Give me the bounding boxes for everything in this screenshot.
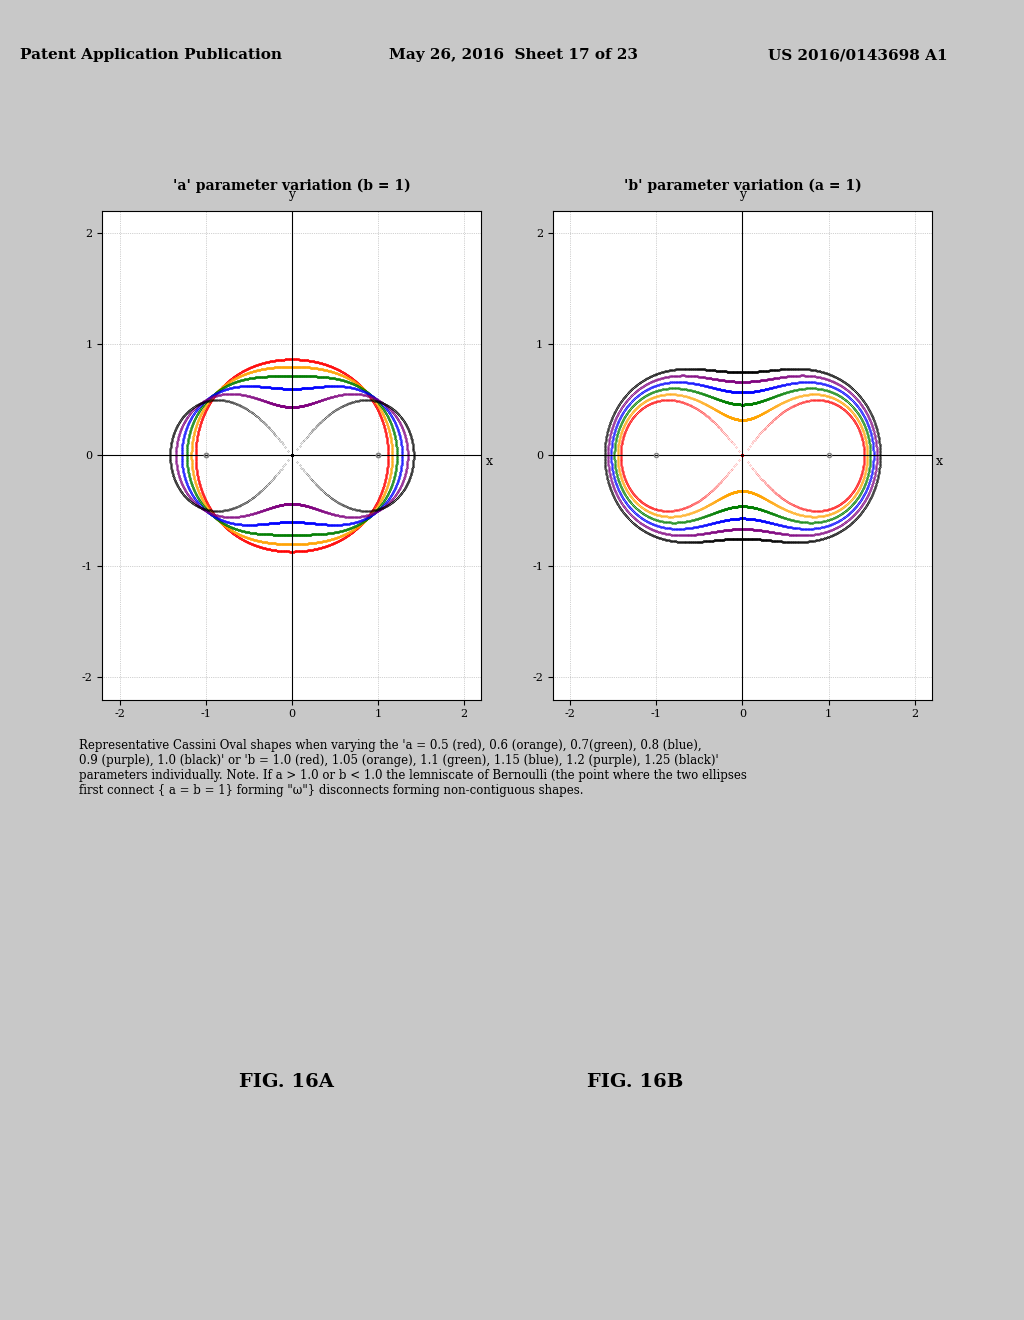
Title: 'a' parameter variation (b = 1): 'a' parameter variation (b = 1)	[173, 180, 411, 193]
X-axis label: x: x	[485, 455, 493, 469]
Y-axis label: y: y	[739, 189, 745, 202]
Text: Patent Application Publication: Patent Application Publication	[20, 49, 283, 62]
Text: May 26, 2016  Sheet 17 of 23: May 26, 2016 Sheet 17 of 23	[389, 49, 638, 62]
Text: FIG. 16A: FIG. 16A	[240, 1073, 334, 1092]
Title: 'b' parameter variation (a = 1): 'b' parameter variation (a = 1)	[624, 180, 861, 193]
X-axis label: x: x	[936, 455, 943, 469]
Text: Representative Cassini Oval shapes when varying the 'a = 0.5 (red), 0.6 (orange): Representative Cassini Oval shapes when …	[80, 739, 748, 796]
Y-axis label: y: y	[289, 189, 295, 202]
Text: US 2016/0143698 A1: US 2016/0143698 A1	[768, 49, 947, 62]
Text: FIG. 16B: FIG. 16B	[587, 1073, 683, 1092]
